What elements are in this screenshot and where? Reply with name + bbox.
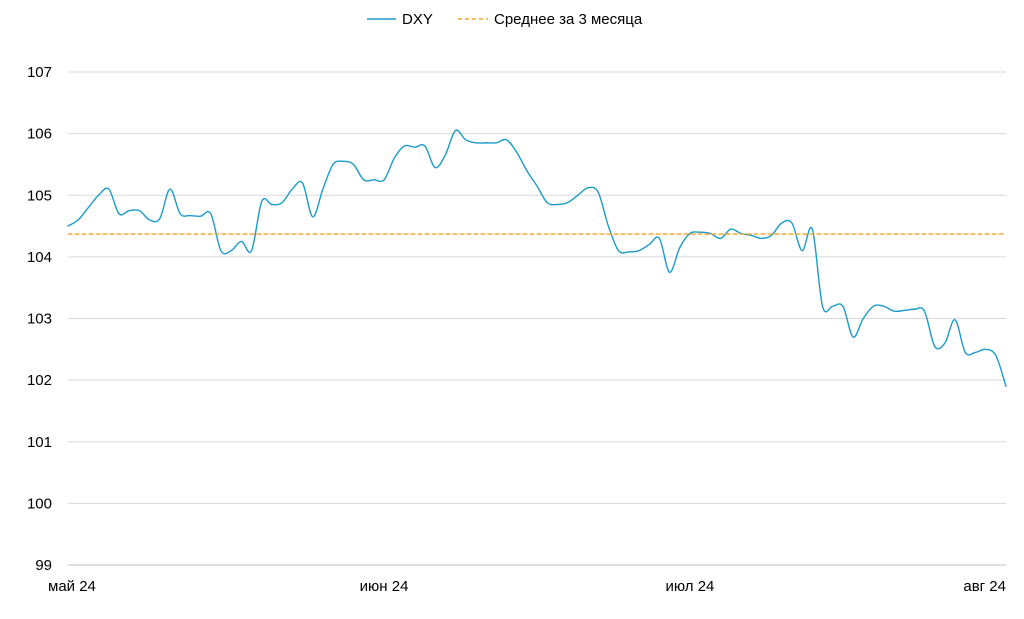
y-tick-label: 105 xyxy=(27,187,52,204)
y-tick-label: 101 xyxy=(27,434,52,451)
series-layer xyxy=(67,129,1007,387)
x-tick-label: авг 24 xyxy=(963,578,1006,595)
y-tick-label: 106 xyxy=(27,126,52,143)
y-axis: 99 100 101 102 103 104 105 106 107 xyxy=(27,64,52,574)
y-tick-label: 99 xyxy=(35,557,52,574)
chart-legend: DXY Среднее за 3 месяца xyxy=(367,11,643,28)
dxy-series-line xyxy=(67,129,1007,387)
x-tick-label: июл 24 xyxy=(665,578,714,595)
legend-label: DXY xyxy=(402,11,433,28)
gridlines xyxy=(68,71,1006,566)
x-axis: май 24 июн 24 июл 24 авг 24 xyxy=(48,578,1006,595)
y-tick-label: 107 xyxy=(27,64,52,81)
legend-item: DXY xyxy=(367,11,433,28)
legend-label: Среднее за 3 месяца xyxy=(494,11,643,28)
y-tick-label: 100 xyxy=(27,495,52,512)
x-tick-label: июн 24 xyxy=(360,578,409,595)
x-tick-label: май 24 xyxy=(48,578,96,595)
y-tick-label: 102 xyxy=(27,372,52,389)
y-tick-label: 104 xyxy=(27,249,52,266)
legend-item: Среднее за 3 месяца xyxy=(458,11,643,28)
y-tick-label: 103 xyxy=(27,311,52,328)
